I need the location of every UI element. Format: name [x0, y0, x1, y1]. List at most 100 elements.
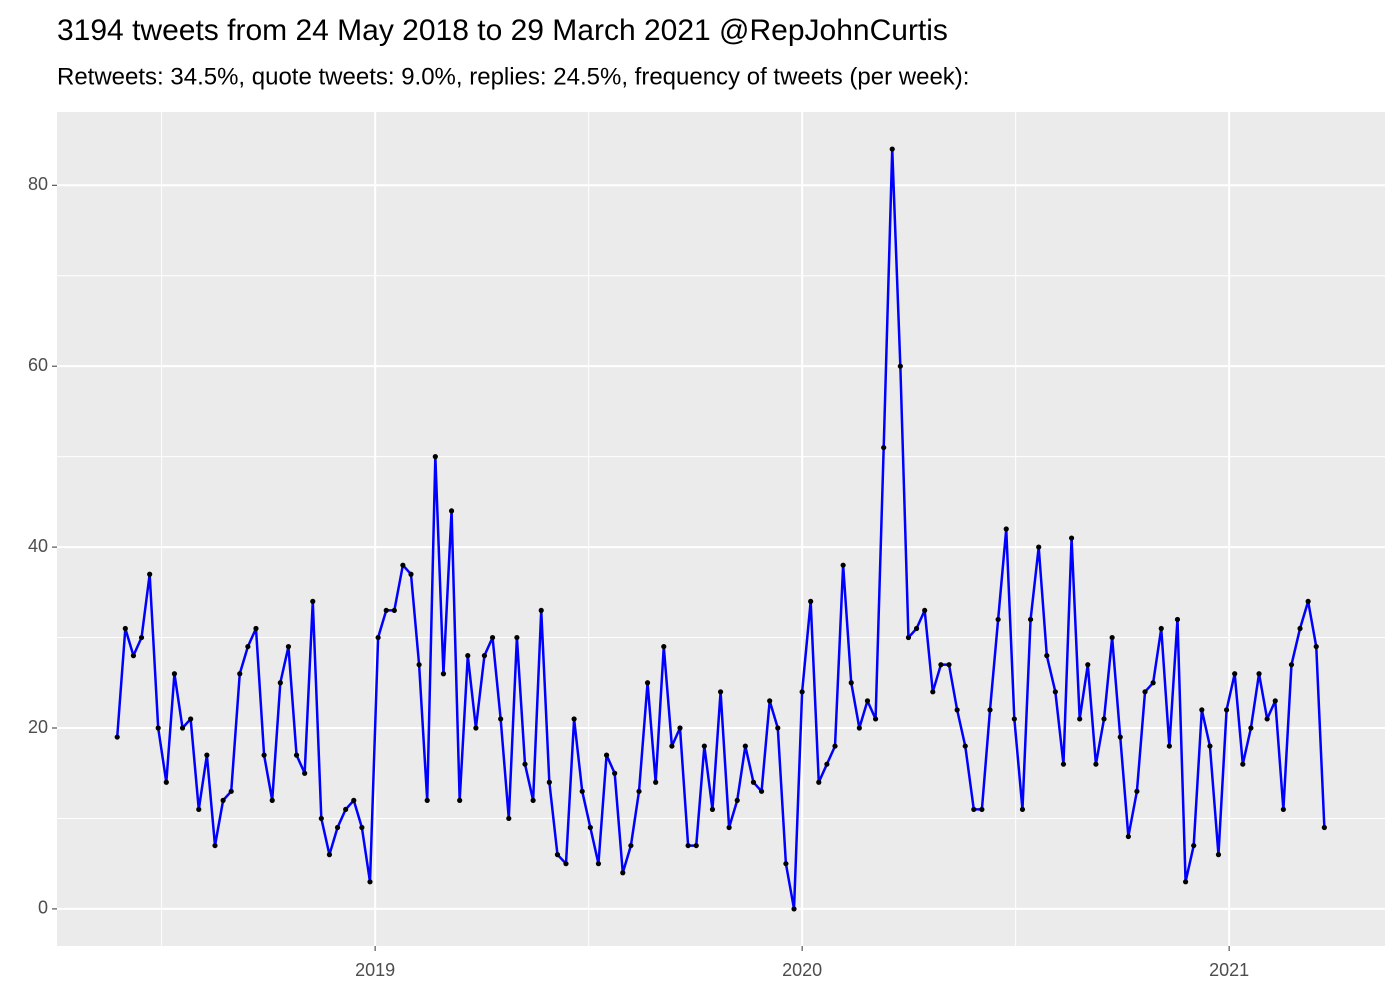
data-point [734, 797, 740, 803]
data-point [897, 363, 903, 369]
data-point [383, 607, 389, 614]
data-point [1280, 806, 1286, 813]
data-point [1264, 716, 1270, 722]
data-point [636, 788, 642, 794]
data-point [889, 146, 895, 152]
data-point [196, 806, 202, 813]
data-point [685, 842, 691, 849]
data-point [726, 824, 732, 831]
data-point [832, 743, 838, 749]
data-point [1085, 662, 1091, 668]
data-point [473, 725, 479, 731]
data-point [905, 634, 912, 641]
data-point [709, 806, 716, 813]
data-point [954, 707, 960, 713]
data-point [775, 725, 781, 731]
data-point [987, 707, 993, 713]
data-point [326, 852, 333, 858]
y-tick-label: 60 [28, 355, 48, 375]
data-point [253, 625, 259, 632]
data-point [938, 662, 944, 668]
data-point [269, 797, 275, 803]
data-point [1142, 689, 1148, 695]
data-point [204, 752, 210, 758]
data-point [1044, 653, 1050, 659]
chart-subtitle: Retweets: 34.5%, quote tweets: 9.0%, rep… [57, 63, 969, 90]
data-point [864, 698, 871, 704]
data-point [261, 752, 267, 758]
data-point [130, 653, 137, 659]
data-point [277, 680, 283, 686]
data-point [653, 779, 659, 785]
data-point [391, 607, 397, 614]
data-point [408, 571, 414, 577]
data-point [171, 671, 178, 677]
data-point [1027, 616, 1034, 623]
data-point [848, 680, 854, 686]
plot-panel [57, 112, 1385, 946]
data-point [489, 634, 496, 641]
data-point [856, 725, 862, 731]
data-point [1068, 535, 1075, 541]
data-point [481, 653, 488, 659]
data-point [416, 662, 422, 668]
data-point [1199, 707, 1205, 713]
data-point [343, 806, 349, 813]
data-point [498, 716, 504, 722]
data-point [750, 779, 757, 785]
data-point [1288, 662, 1295, 668]
data-point [514, 634, 520, 641]
data-point [1305, 598, 1311, 604]
y-tick-label: 20 [28, 717, 48, 737]
y-tick-label: 40 [28, 536, 48, 556]
data-point [1272, 698, 1278, 704]
data-point [677, 725, 683, 731]
data-point [1125, 833, 1131, 840]
data-point [1207, 743, 1213, 749]
data-point [1093, 761, 1099, 767]
data-point [808, 598, 814, 604]
data-point [579, 788, 585, 794]
data-point [163, 779, 169, 785]
data-point [310, 598, 316, 604]
data-point [791, 906, 797, 912]
data-point [302, 770, 308, 776]
data-point [799, 689, 805, 695]
data-point [237, 671, 243, 677]
data-point [1256, 671, 1262, 677]
data-point [816, 779, 822, 785]
data-point [644, 680, 651, 686]
data-point [1321, 824, 1327, 831]
data-point [359, 824, 365, 831]
data-point [506, 815, 512, 822]
data-point [285, 643, 292, 650]
x-tick-label: 2019 [355, 960, 395, 980]
data-point [783, 861, 789, 867]
data-point [603, 752, 610, 758]
data-point [1297, 625, 1303, 632]
data-point [1313, 643, 1319, 650]
data-point [155, 725, 161, 731]
chart-title: 3194 tweets from 24 May 2018 to 29 March… [57, 14, 948, 47]
data-point [971, 806, 977, 813]
data-point [872, 716, 879, 722]
data-point [220, 797, 226, 803]
data-point [318, 815, 324, 822]
data-point [179, 725, 186, 731]
data-point [717, 689, 724, 695]
data-point [742, 743, 748, 749]
data-point [188, 716, 194, 722]
data-point [440, 671, 447, 677]
data-point [212, 842, 218, 849]
data-point [1003, 526, 1009, 532]
data-point [457, 797, 463, 803]
data-point [1174, 616, 1181, 623]
data-point [522, 761, 528, 767]
data-point [400, 562, 406, 568]
data-point [367, 879, 373, 885]
data-point [147, 571, 153, 577]
data-point [946, 662, 952, 668]
data-point [424, 797, 430, 803]
